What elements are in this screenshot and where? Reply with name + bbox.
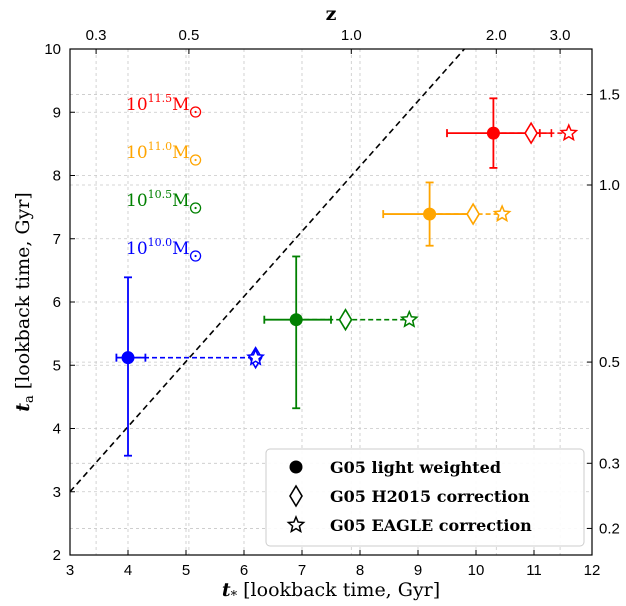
z-right-tick-label: 0.2	[599, 520, 620, 537]
x-tick-label: 7	[298, 562, 306, 579]
solar-symbol-dot	[194, 110, 197, 114]
x-axis-label: t* [lookback time, Gyr]	[222, 579, 440, 604]
x-axis-text: [lookback time, Gyr]	[237, 579, 440, 601]
data-layer	[70, 49, 579, 493]
y-axis-text: [lookback time, Gyr]	[12, 192, 34, 395]
legend-box	[265, 448, 585, 547]
y-tick-label: 8	[53, 168, 61, 185]
x-tick-label: 3	[66, 562, 74, 579]
z-tick-label: 1.0	[341, 27, 362, 44]
mass-label: 1010.5M	[126, 188, 190, 211]
legend-label: G05 EAGLE correction	[330, 516, 532, 535]
x-axis-symbol: t	[222, 579, 231, 601]
light-weighted-point	[486, 126, 500, 140]
y-tick-label: 3	[53, 484, 61, 501]
legend: G05 light weighted G05 H2015 correction G0…	[265, 448, 585, 547]
mass-label-unit: M	[172, 95, 189, 115]
y-tick-label: 5	[53, 357, 61, 374]
solar-symbol-icon	[189, 106, 202, 118]
z-tick-label: 0.5	[178, 27, 199, 44]
solar-symbol-dot	[194, 206, 197, 210]
x-tick-label: 12	[584, 562, 601, 579]
eagle-point	[559, 123, 579, 142]
legend-label: G05 light weighted	[330, 458, 501, 477]
z-tick-label: 3.0	[550, 27, 571, 44]
x-tick-label: 11	[526, 562, 542, 579]
mass-label-exponent: 11.0	[148, 140, 173, 153]
mass-label-exponent: 10.5	[148, 188, 173, 201]
z-right-tick-label: 0.3	[599, 455, 620, 472]
light-weighted-point	[423, 207, 437, 221]
mass-label-unit: M	[172, 239, 189, 259]
one-to-one-line	[70, 49, 465, 493]
y-tick-label: 4	[53, 421, 61, 438]
mass-label-exponent: 10.0	[148, 236, 173, 249]
z-right-tick-label: 1.5	[599, 87, 620, 104]
solar-symbol-icon	[189, 250, 202, 262]
solar-symbol-icon	[189, 154, 202, 166]
x-tick-label: 4	[124, 562, 132, 579]
legend-marker-diamond	[289, 484, 303, 508]
z-tick-label: 2.0	[486, 27, 507, 44]
legend-label: G05 H2015 correction	[330, 487, 530, 506]
eagle-point	[399, 309, 419, 328]
x-tick-label: 5	[182, 562, 190, 579]
top-axis-label: z	[326, 3, 337, 25]
y-axis-symbol: t	[12, 403, 34, 412]
legend-marker-star	[286, 515, 306, 534]
eagle-point	[492, 204, 512, 223]
solar-symbol-icon	[189, 202, 202, 214]
mass-label-base: 10	[126, 95, 148, 115]
x-axis-subscript: *	[231, 589, 238, 604]
mass-label-exponent: 11.5	[148, 92, 173, 105]
y-tick-label: 6	[53, 294, 61, 311]
y-tick-label: 9	[53, 104, 61, 121]
z-right-tick-label: 0.5	[599, 354, 620, 371]
y-axis-label: ta [lookback time, Gyr]	[12, 192, 37, 412]
y-tick-label: 2	[53, 547, 61, 564]
y-axis-subscript: a	[22, 395, 37, 403]
h2015-point	[524, 121, 539, 145]
solar-symbol-dot	[194, 254, 197, 258]
y-tick-label: 10	[44, 41, 61, 58]
mass-label: 1011.5M	[126, 92, 190, 115]
h2015-point	[466, 202, 481, 226]
x-tick-label: 6	[240, 562, 248, 579]
x-tick-label: 8	[356, 562, 364, 579]
x-tick-label: 10	[468, 562, 485, 579]
y-tick-label: 7	[53, 231, 61, 248]
mass-label-base: 10	[126, 191, 148, 211]
labels: zt* [lookback time, Gyr]ta [lookback tim…	[12, 3, 440, 604]
x-tick-label: 9	[414, 562, 422, 579]
light-weighted-point	[289, 313, 303, 327]
mass-label-base: 10	[126, 239, 148, 259]
mass-label: 1011.0M	[126, 140, 190, 163]
z-right-tick-label: 1.0	[599, 177, 620, 194]
light-weighted-point	[121, 351, 135, 365]
mass-label-base: 10	[126, 143, 148, 163]
mass-label: 1010.0M	[126, 236, 190, 259]
solar-symbol-dot	[194, 158, 197, 162]
eagle-point	[246, 347, 266, 366]
z-tick-label: 0.3	[86, 27, 107, 44]
mass-label-unit: M	[172, 143, 189, 163]
legend-marker-circle	[289, 460, 303, 474]
h2015-point	[338, 308, 353, 332]
mass-label-unit: M	[172, 191, 189, 211]
